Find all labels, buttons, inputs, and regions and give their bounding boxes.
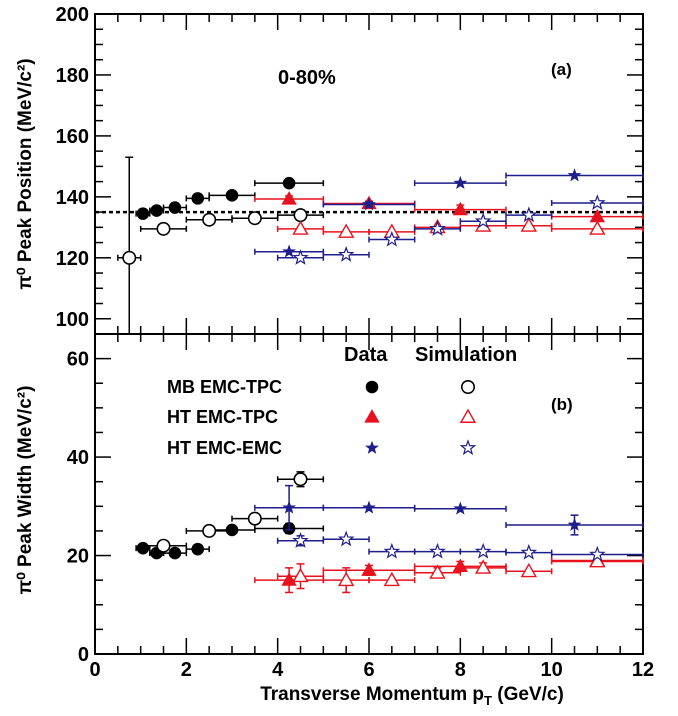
x-axis-title-main: Transverse Momentum p: [260, 684, 484, 705]
y-tick-label: 140: [56, 187, 89, 209]
panel-b-point-ht-emc-tpc-data: [281, 572, 297, 586]
panel-a-point-ht-emc-tpc-simulation: [337, 223, 355, 238]
panel-a-point-ht-emc-tpc-data: [281, 191, 297, 205]
panel-b-point-ht-emc-emc-simulation: [429, 542, 446, 559]
x-tick-label: 12: [632, 659, 654, 681]
panel-b-point-ht-emc-emc-simulation: [383, 542, 401, 559]
panel-a-point-ht-emc-emc-simulation: [337, 246, 355, 262]
panel-a-point-ht-emc-tpc-simulation: [589, 220, 606, 235]
panel-b-label: (b): [551, 395, 573, 414]
panel-a-point-ht-emc-tpc-data: [452, 201, 469, 216]
legend-marker-simulation: [459, 408, 477, 423]
panel-a-point-mb-emc-tpc-simulation: [156, 221, 171, 236]
panel-b-point-ht-emc-emc-simulation: [337, 530, 355, 547]
legend-marker-data: [365, 380, 379, 394]
panel-a-centrality: 0-80%: [278, 67, 336, 89]
legend-marker-simulation: [459, 439, 477, 456]
x-tick-label: 10: [541, 659, 563, 681]
panel-b-point-ht-emc-tpc-simulation: [292, 567, 309, 583]
legend-row-ht-emc-emc: HT EMC-EMC: [167, 438, 282, 458]
panel-a-label: (a): [551, 60, 572, 79]
y-tick-label: 120: [56, 248, 89, 270]
panel-a-point-mb-emc-tpc-data: [191, 192, 205, 205]
panel-b-point-ht-emc-emc-simulation: [474, 542, 492, 559]
legend-marker-simulation: [460, 379, 475, 394]
panel-a-point-ht-emc-emc-data: [362, 197, 376, 211]
y-tick-label: 200: [56, 4, 89, 26]
legend-marker-data: [364, 409, 380, 423]
panel-a-point-ht-emc-emc-data: [567, 168, 582, 182]
panel-b-ylabel: π⁰ Peak Width (MeV/c²): [15, 386, 36, 595]
y-tick-label: 40: [67, 447, 89, 469]
panel-b-point-ht-emc-emc-data: [567, 517, 582, 531]
panel-a-point-mb-emc-tpc-simulation: [202, 212, 217, 227]
panel-b-point-mb-emc-tpc-data: [191, 542, 205, 556]
panel-b-point-ht-emc-emc-simulation: [292, 532, 309, 548]
y-tick-label: 20: [67, 546, 89, 568]
legend-header-data: Data: [344, 344, 388, 366]
x-tick-label: 2: [181, 659, 192, 681]
x-tick-label: 0: [89, 659, 100, 681]
y-tick-label: 160: [56, 126, 89, 148]
panel-a-point-mb-emc-tpc-data: [225, 189, 239, 202]
panel-b-point-ht-emc-tpc-simulation: [429, 564, 446, 579]
x-tick-label: 6: [363, 659, 374, 681]
panel-b-point-ht-emc-tpc-simulation: [383, 571, 401, 587]
panel-a-point-mb-emc-tpc-data: [168, 201, 182, 214]
panel-a-point-mb-emc-tpc-simulation: [122, 250, 137, 265]
panel-a-point-mb-emc-tpc-simulation: [293, 208, 308, 223]
x-tick-label: 8: [455, 659, 466, 681]
legend-header-simulation: Simulation: [415, 344, 517, 366]
panel-b-point-ht-emc-tpc-simulation: [589, 553, 606, 568]
x-tick-label: 4: [272, 659, 284, 681]
panel-a-point-mb-emc-tpc-simulation: [247, 211, 262, 226]
panel-a-point-ht-emc-emc-simulation: [589, 194, 606, 211]
panel-b-point-mb-emc-tpc-simulation: [156, 538, 171, 553]
legend: Data Simulation MB EMC-TPC HT EMC-TPC HT…: [167, 344, 517, 458]
y-tick-label: 100: [56, 309, 89, 331]
panel-b-point-mb-emc-tpc-simulation: [202, 523, 217, 538]
x-axis-title-sub: T: [484, 693, 492, 708]
panel-a-point-ht-emc-emc-simulation: [292, 249, 309, 265]
panel-a-point-ht-emc-tpc-simulation: [292, 220, 309, 235]
panel-b-point-mb-emc-tpc-simulation: [247, 511, 262, 526]
panel-a-point-ht-emc-emc-simulation: [383, 230, 401, 247]
legend-row-ht-emc-tpc: HT EMC-TPC: [167, 407, 278, 427]
panel-b-point-ht-emc-emc-simulation: [520, 543, 538, 560]
panel-a-point-ht-emc-emc-data: [453, 175, 468, 189]
panel-a-point-ht-emc-emc-simulation: [520, 206, 538, 223]
x-axis-title: Transverse Momentum pT (GeV/c): [260, 684, 564, 708]
panel-b-point-ht-emc-emc-data: [362, 500, 376, 514]
panel-a-point-mb-emc-tpc-data: [282, 176, 296, 190]
panel-b-point-mb-emc-tpc-data: [168, 546, 182, 560]
y-tick-label: 0: [78, 644, 89, 666]
panel-a-point-mb-emc-tpc-data: [150, 204, 163, 217]
y-tick-label: 180: [56, 65, 89, 87]
legend-row-mb-emc-tpc: MB EMC-TPC: [167, 377, 282, 397]
panel-a-point-ht-emc-emc-simulation: [429, 220, 446, 236]
panel-b-point-ht-emc-tpc-simulation: [474, 559, 492, 574]
ticks-layer: 0 2 4 6 8 10 12 100 120 140 160 180 200 0 20 40 60: [56, 4, 655, 681]
panel-b-point-ht-emc-tpc-data: [361, 562, 377, 576]
panel-b-point-mb-emc-tpc-simulation: [293, 472, 308, 487]
panel-a-point-mb-emc-tpc-data: [136, 207, 150, 220]
panel-a-point-ht-emc-emc-data: [282, 244, 296, 258]
panel-a-ylabel: π⁰ Peak Position (MeV/c²): [15, 58, 36, 289]
panel-b-point-ht-emc-emc-data: [453, 501, 468, 515]
panel-a-point-ht-emc-tpc-simulation: [520, 217, 538, 232]
marks-layer: [117, 156, 644, 594]
panel-b-point-ht-emc-emc-data: [282, 500, 296, 514]
panel-b-point-ht-emc-emc-simulation: [589, 545, 606, 562]
panel-b-point-ht-emc-tpc-simulation: [337, 571, 355, 587]
panel-b-point-mb-emc-tpc-data: [136, 541, 150, 555]
panel-a-point-ht-emc-emc-simulation: [474, 212, 492, 229]
y-tick-label: 60: [67, 349, 89, 371]
legend-marker-data: [365, 440, 379, 454]
panel-b-point-ht-emc-tpc-simulation: [520, 562, 538, 578]
x-axis-title-tail: (GeV/c): [492, 684, 564, 705]
